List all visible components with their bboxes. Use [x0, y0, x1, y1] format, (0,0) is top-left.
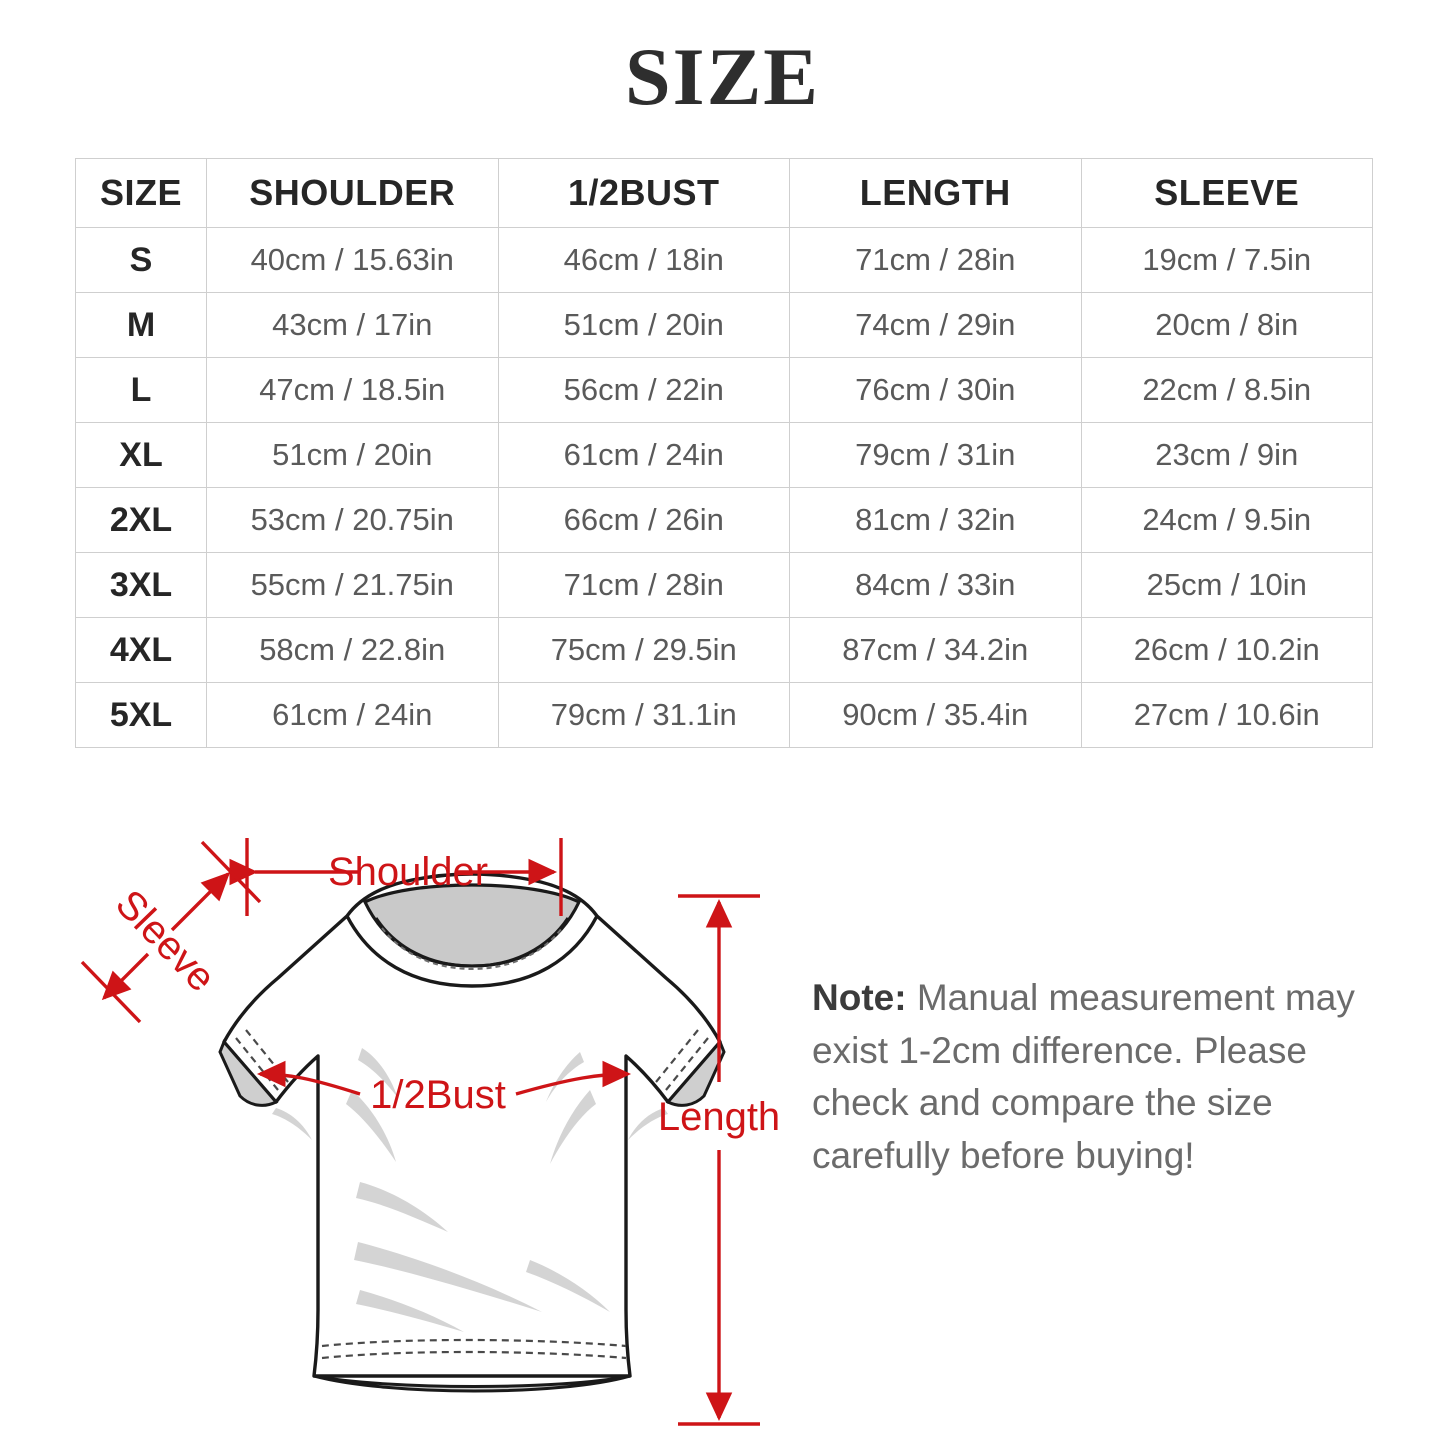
cell-length: 74cm / 29in: [789, 292, 1082, 358]
cell-length: 84cm / 33in: [789, 552, 1082, 618]
measurement-diagram: Shoulder Sleeve 1/2Bust Length Note: Man…: [0, 760, 1445, 1445]
cell-sleeve: 24cm / 9.5in: [1080, 487, 1373, 553]
cell-length: 76cm / 30in: [789, 357, 1082, 423]
cell-size: 5XL: [75, 682, 207, 748]
fabric-shading: [272, 1048, 668, 1332]
cell-shoulder: 58cm / 22.8in: [206, 617, 499, 683]
table-row: S 40cm / 15.63in 46cm / 18in 71cm / 28in…: [75, 227, 1373, 293]
page-title: SIZE: [625, 31, 820, 122]
cell-bust: 71cm / 28in: [497, 552, 790, 618]
column-header-length: LENGTH: [789, 158, 1082, 228]
table-row: 2XL 53cm / 20.75in 66cm / 26in 81cm / 32…: [75, 487, 1373, 553]
bust-measure-arrow: [256, 1060, 632, 1096]
cell-size: XL: [75, 422, 207, 488]
cell-sleeve: 19cm / 7.5in: [1080, 227, 1373, 293]
cell-bust: 79cm / 31.1in: [497, 682, 790, 748]
cell-bust: 46cm / 18in: [497, 227, 790, 293]
table-row: 5XL 61cm / 24in 79cm / 31.1in 90cm / 35.…: [75, 682, 1373, 748]
cell-sleeve: 22cm / 8.5in: [1080, 357, 1373, 423]
cell-sleeve: 26cm / 10.2in: [1080, 617, 1373, 683]
cell-size: S: [75, 227, 207, 293]
size-chart-table: SIZE SHOULDER 1/2BUST LENGTH SLEEVE S 40…: [75, 158, 1373, 748]
cell-bust: 51cm / 20in: [497, 292, 790, 358]
cell-length: 87cm / 34.2in: [789, 617, 1082, 683]
cell-shoulder: 47cm / 18.5in: [206, 357, 499, 423]
note-text: Note: Manual measurement may exist 1-2cm…: [812, 972, 1392, 1182]
cell-sleeve: 27cm / 10.6in: [1080, 682, 1373, 748]
sleeve-label: Sleeve: [107, 882, 224, 1001]
cell-shoulder: 51cm / 20in: [206, 422, 499, 488]
cell-shoulder: 43cm / 17in: [206, 292, 499, 358]
column-header-size: SIZE: [75, 158, 207, 228]
cell-bust: 56cm / 22in: [497, 357, 790, 423]
cell-size: 3XL: [75, 552, 207, 618]
sleeve-measure-arrow: [80, 840, 262, 1024]
table-row: XL 51cm / 20in 61cm / 24in 79cm / 31in 2…: [75, 422, 1373, 488]
bust-label: 1/2Bust: [370, 1073, 506, 1117]
stitching-detail: [235, 1029, 709, 1360]
tshirt-illustration: Shoulder Sleeve 1/2Bust Length: [80, 838, 780, 1426]
table-header-row: SIZE SHOULDER 1/2BUST LENGTH SLEEVE: [75, 158, 1373, 228]
note-body: Manual measurement may exist 1-2cm diffe…: [812, 977, 1355, 1176]
cell-size: L: [75, 357, 207, 423]
length-label: Length: [658, 1095, 780, 1139]
length-measure-arrow: [678, 894, 760, 1426]
cell-length: 71cm / 28in: [789, 227, 1082, 293]
shoulder-measure-arrow: [229, 838, 563, 916]
cell-sleeve: 25cm / 10in: [1080, 552, 1373, 618]
column-header-bust: 1/2BUST: [497, 158, 790, 228]
table-row: 3XL 55cm / 21.75in 71cm / 28in 84cm / 33…: [75, 552, 1373, 618]
cell-shoulder: 53cm / 20.75in: [206, 487, 499, 553]
table-row: M 43cm / 17in 51cm / 20in 74cm / 29in 20…: [75, 292, 1373, 358]
column-header-sleeve: SLEEVE: [1080, 158, 1373, 228]
cell-size: 2XL: [75, 487, 207, 553]
note-label: Note:: [812, 977, 907, 1018]
shoulder-label: Shoulder: [328, 850, 488, 894]
sleeve-cuff-opening: [218, 1039, 726, 1393]
cell-size: 4XL: [75, 617, 207, 683]
cell-size: M: [75, 292, 207, 358]
cell-bust: 75cm / 29.5in: [497, 617, 790, 683]
cell-shoulder: 55cm / 21.75in: [206, 552, 499, 618]
cell-length: 79cm / 31in: [789, 422, 1082, 488]
cell-sleeve: 20cm / 8in: [1080, 292, 1373, 358]
table-row: 4XL 58cm / 22.8in 75cm / 29.5in 87cm / 3…: [75, 617, 1373, 683]
cell-shoulder: 40cm / 15.63in: [206, 227, 499, 293]
cell-shoulder: 61cm / 24in: [206, 682, 499, 748]
cell-bust: 61cm / 24in: [497, 422, 790, 488]
tshirt-outline: [222, 872, 722, 1378]
cell-length: 90cm / 35.4in: [789, 682, 1082, 748]
table-row: L 47cm / 18.5in 56cm / 22in 76cm / 30in …: [75, 357, 1373, 423]
cell-bust: 66cm / 26in: [497, 487, 790, 553]
cell-length: 81cm / 32in: [789, 487, 1082, 553]
column-header-shoulder: SHOULDER: [206, 158, 499, 228]
cell-sleeve: 23cm / 9in: [1080, 422, 1373, 488]
